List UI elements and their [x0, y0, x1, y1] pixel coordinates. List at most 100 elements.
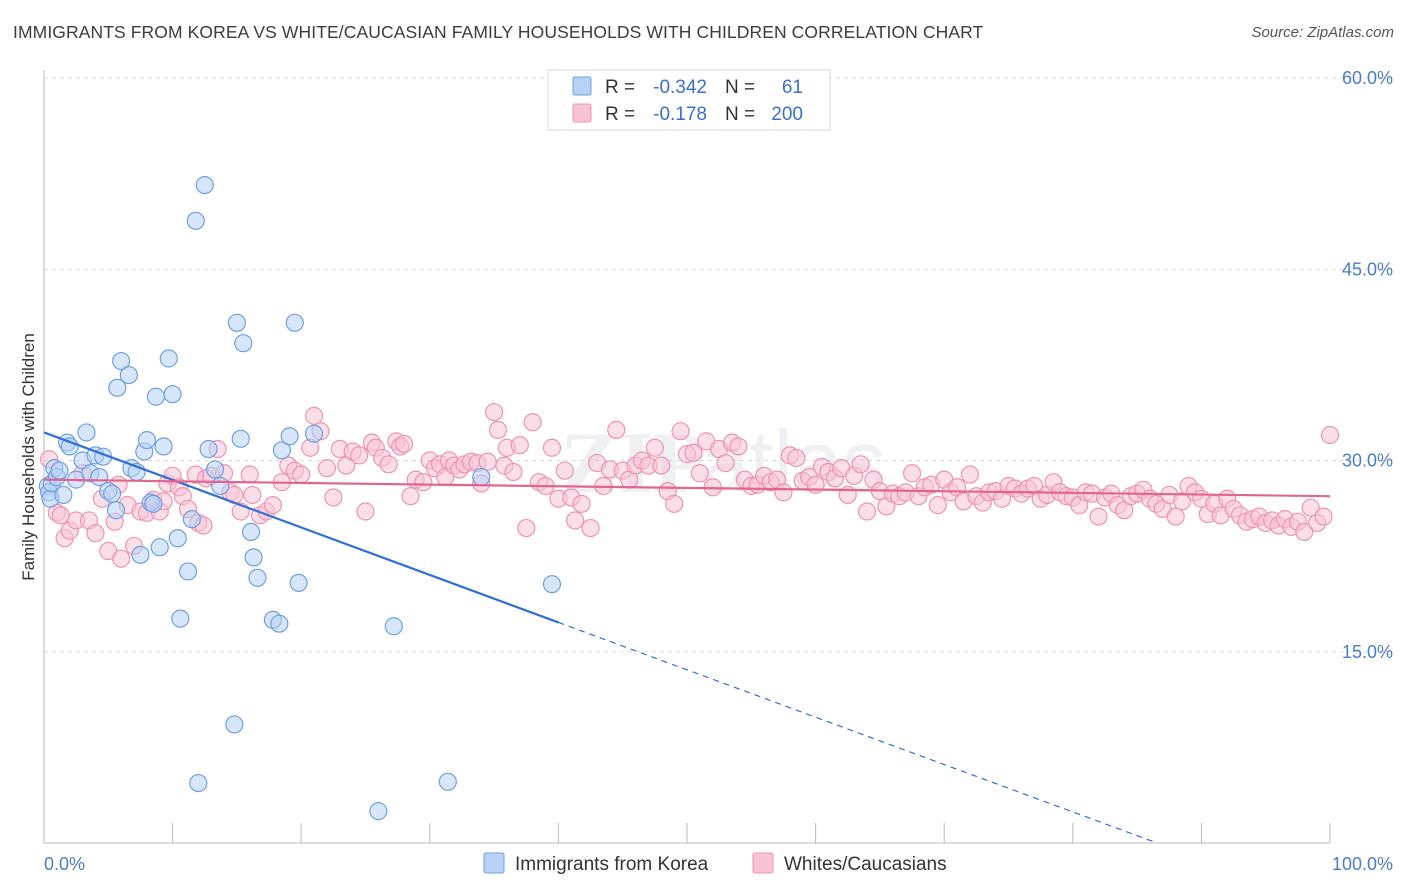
- y-tick-label-45: 45.0%: [1342, 259, 1393, 279]
- korea-point-58: [304, 424, 324, 443]
- korea-point-41: [195, 176, 214, 195]
- whites-point-62: [401, 487, 420, 506]
- whites-point-13: [112, 549, 131, 568]
- whites-point-185: [1173, 492, 1192, 511]
- whites-point-36: [240, 465, 259, 484]
- korea-point-44: [211, 476, 230, 496]
- y-tick-labels: 15.0% 30.0% 45.0% 60.0%: [1342, 68, 1393, 662]
- korea-point-7: [54, 485, 73, 505]
- whites-point-107: [671, 422, 690, 441]
- legend-n-label-2: N =: [725, 104, 755, 125]
- series-legend-swatch-korea: [483, 852, 505, 874]
- whites-point-110: [690, 464, 709, 483]
- korea-point-62: [472, 467, 491, 487]
- korea-point-31: [150, 538, 169, 557]
- whites-point-208: [1320, 425, 1340, 445]
- whites-point-76: [478, 452, 497, 471]
- whites-point-83: [517, 518, 536, 538]
- korea-point-20: [108, 378, 127, 397]
- whites-point-37: [243, 485, 262, 505]
- whites-point-116: [729, 437, 748, 456]
- korea-point-34: [163, 385, 182, 404]
- whites-point-93: [581, 518, 600, 538]
- korea-point-43: [205, 460, 225, 479]
- series-legend: Immigrants from Korea Whites/Caucasians: [483, 852, 947, 875]
- whites-point-135: [851, 455, 870, 474]
- whites-point-104: [652, 456, 671, 475]
- y-axis-label: Family Households with Children: [19, 333, 38, 581]
- korea-point-6: [50, 461, 69, 480]
- legend-r-value-1: -0.342: [653, 77, 707, 98]
- korea-point-46: [227, 313, 246, 332]
- korea-point-57: [289, 573, 308, 593]
- whites-point-53: [349, 446, 369, 465]
- whites-point-46: [304, 406, 324, 425]
- korea-point-19: [106, 501, 126, 520]
- korea-point-63: [542, 575, 562, 594]
- whites-point-82: [510, 436, 529, 455]
- korea-point-47: [231, 429, 250, 448]
- whites-point-205: [1301, 498, 1320, 517]
- correlation-legend: R = -0.342 N = 61 R = -0.178 N = 200: [547, 69, 831, 131]
- korea-point-37: [178, 562, 198, 581]
- korea-point-59: [369, 802, 388, 821]
- whites-point-106: [665, 494, 684, 513]
- whites-point-109: [684, 443, 703, 462]
- whites-point-2: [51, 506, 70, 525]
- whites-point-87: [542, 438, 562, 457]
- korea-point-27: [137, 431, 156, 450]
- korea-trend-line-extrapolated: [558, 621, 1158, 844]
- korea-point-32: [154, 437, 173, 456]
- legend-n-value-1: 61: [782, 77, 803, 98]
- whites-point-172: [1089, 507, 1108, 526]
- whites-point-123: [774, 483, 793, 502]
- korea-point-9: [60, 437, 79, 456]
- whites-point-64: [414, 473, 433, 492]
- legend-n-label-1: N =: [725, 77, 755, 98]
- korea-point-36: [171, 609, 190, 628]
- whites-point-58: [379, 455, 398, 474]
- whites-point-103: [645, 438, 664, 457]
- whites-point-204: [1295, 522, 1314, 542]
- whites-point-91: [566, 511, 585, 530]
- korea-point-22: [119, 365, 138, 385]
- chart-title: IMMIGRANTS FROM KOREA VS WHITE/CAUCASIAN…: [13, 22, 984, 42]
- legend-r-label-2: R =: [605, 104, 635, 125]
- legend-swatch-whites: [572, 103, 592, 123]
- chart-source: Source: ZipAtlas.com: [1251, 24, 1394, 41]
- whites-trend-line: [43, 478, 1331, 498]
- korea-point-55: [280, 427, 299, 446]
- whites-point-44: [292, 465, 311, 484]
- x-axis-ticks: [172, 823, 1331, 843]
- whites-point-48: [317, 459, 337, 478]
- series-korea-points: [38, 176, 562, 821]
- whites-point-8: [86, 524, 105, 543]
- korea-point-33: [159, 349, 178, 368]
- whites-point-143: [902, 464, 922, 483]
- korea-point-39: [186, 211, 205, 230]
- legend-n-value-2: 200: [771, 104, 803, 125]
- gridlines: [44, 77, 1393, 653]
- whites-point-77: [485, 402, 504, 422]
- korea-point-35: [168, 529, 187, 548]
- whites-point-92: [572, 494, 591, 513]
- korea-point-56: [285, 313, 304, 332]
- whites-point-89: [555, 461, 574, 480]
- korea-point-29: [144, 494, 163, 513]
- legend-r-label-1: R =: [605, 77, 635, 98]
- y-tick-label-15: 15.0%: [1342, 642, 1393, 662]
- whites-point-40: [263, 496, 283, 515]
- korea-point-38: [182, 510, 201, 529]
- korea-point-12: [77, 423, 96, 442]
- whites-point-84: [523, 413, 542, 432]
- whites-point-78: [488, 420, 508, 439]
- legend-swatch-korea: [572, 76, 592, 96]
- whites-point-184: [1166, 507, 1185, 526]
- x-tick-label-max: 100.0%: [1332, 854, 1393, 874]
- x-tick-label-min: 0.0%: [44, 854, 85, 874]
- korea-point-45: [225, 715, 244, 734]
- whites-point-125: [787, 448, 806, 468]
- korea-point-25: [131, 545, 150, 564]
- korea-point-18: [103, 484, 122, 503]
